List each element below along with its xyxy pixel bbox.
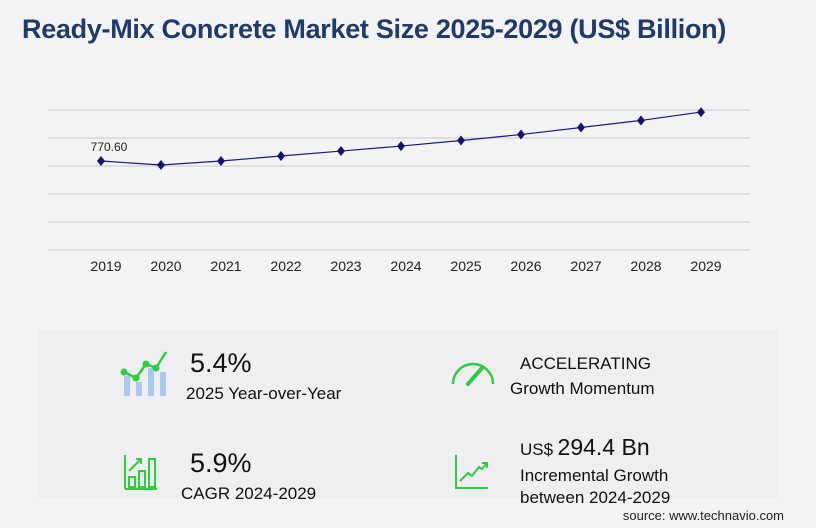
data-point-2027 (577, 122, 585, 133)
yoy-label: 2025 Year-over-Year (186, 384, 342, 403)
data-point-2021 (217, 156, 225, 167)
bar-growth-icon (124, 455, 157, 490)
x-tick-label: 2019 (90, 258, 121, 274)
data-label: 770.60 (91, 140, 128, 154)
data-point-2020 (157, 160, 165, 171)
data-point-2022 (277, 151, 285, 162)
data-point-2019 (97, 156, 105, 167)
momentum-label: Growth Momentum (510, 379, 655, 398)
x-tick-label: 2028 (630, 258, 661, 274)
incremental-label-1: Incremental Growth (520, 466, 669, 485)
speedometer-icon (451, 362, 495, 386)
incremental-label-2: between 2024-2029 (520, 488, 671, 507)
x-tick-label: 2023 (330, 258, 361, 274)
x-tick-label: 2021 (210, 258, 241, 274)
cagr-label: CAGR 2024-2029 (181, 484, 317, 503)
x-tick-label: 2022 (270, 258, 301, 274)
line-chart: 2019 770.60 2020 2021 2022 2023 2024 2025 2026 20… (48, 107, 750, 274)
x-tick-label: 2027 (570, 258, 601, 274)
momentum-value: ACCELERATING (520, 354, 651, 373)
growth-chart-icon (120, 351, 168, 396)
trend-up-icon (455, 455, 488, 489)
series-line (100, 111, 702, 166)
x-tick-label: 2024 (390, 258, 421, 274)
data-point-2023 (337, 146, 345, 157)
source-text: source: www.technavio.com (622, 508, 784, 523)
data-point-2024 (397, 141, 405, 152)
x-tick-label: 2029 (690, 258, 721, 274)
data-point-2025 (457, 135, 465, 146)
data-point-2026 (517, 129, 525, 140)
yoy-value: 5.4% (190, 348, 252, 378)
data-point-2029 (697, 107, 705, 118)
x-tick-label: 2025 (450, 258, 481, 274)
chart-title: Ready-Mix Concrete Market Size 2025-2029… (22, 14, 727, 44)
incremental-amount: 294.4 Bn (557, 434, 650, 460)
currency-prefix: US$ (520, 440, 554, 459)
x-tick-label: 2026 (510, 258, 541, 274)
data-point-2028 (637, 115, 645, 126)
x-tick-label: 2020 (150, 258, 181, 274)
incremental-value: US$ 294.4 Bn (520, 434, 650, 461)
cagr-value: 5.9% (190, 448, 252, 478)
